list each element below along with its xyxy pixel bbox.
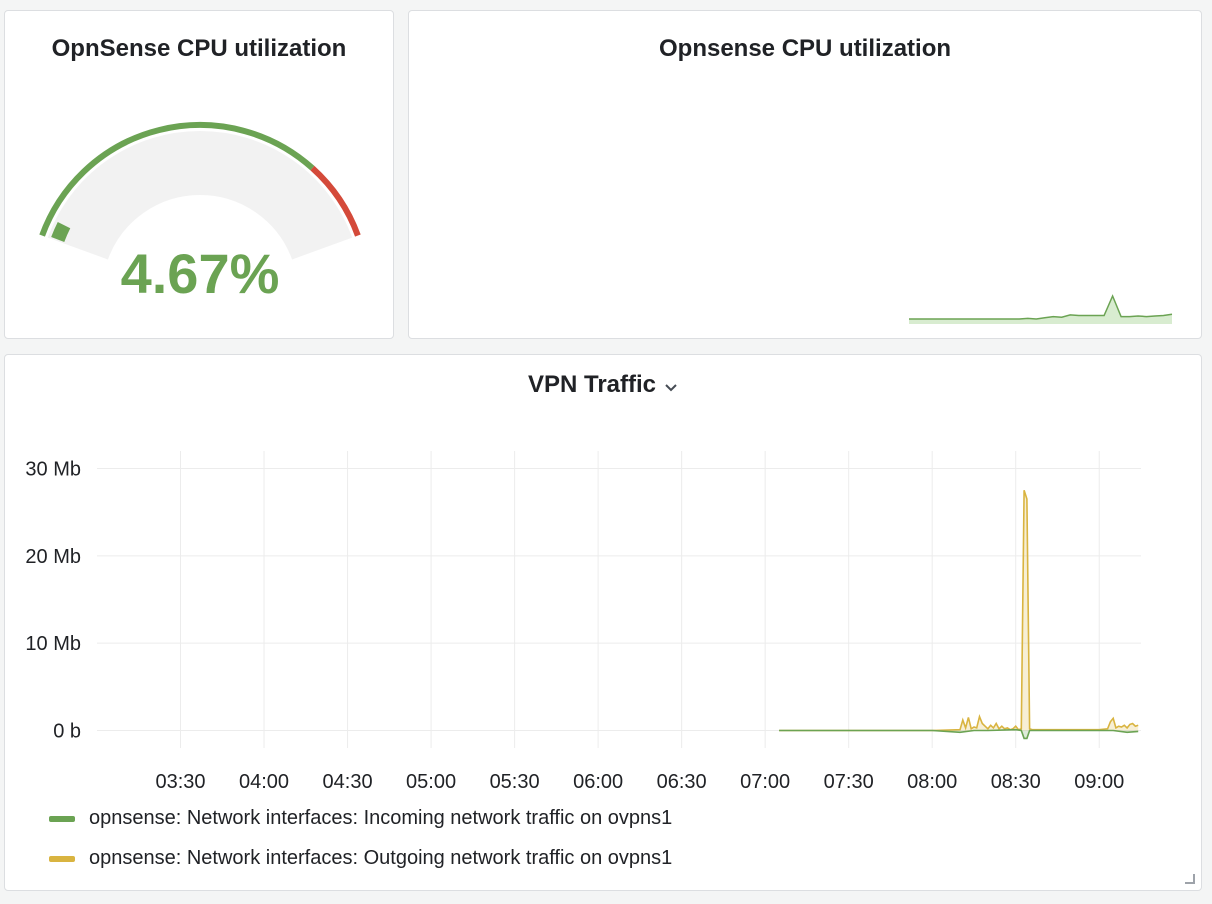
y-tick-label: 30 Mb bbox=[25, 458, 81, 480]
legend-item-incoming[interactable]: opnsense: Network interfaces: Incoming n… bbox=[49, 807, 672, 830]
legend-label-outgoing: opnsense: Network interfaces: Outgoing n… bbox=[89, 847, 673, 869]
legend-swatch-incoming bbox=[49, 815, 75, 822]
series-line-incoming bbox=[779, 728, 1139, 740]
gauge-panel-title: OpnSense CPU utilization bbox=[51, 35, 347, 62]
vpn-traffic-panel: VPN Traffic 0 b 10 Mb 20 Mb 30 Mb 03:30 04:00… bbox=[4, 354, 1202, 891]
gauge-value-text: 4.67% bbox=[121, 242, 280, 305]
y-tick-label: 0 b bbox=[53, 721, 81, 743]
y-tick-label: 10 Mb bbox=[25, 633, 81, 655]
vpn-panel-title: VPN Traffic bbox=[527, 371, 657, 398]
series-area-outgoing bbox=[779, 490, 1139, 731]
cpu-sparkline-panel: Opnsense CPU utilization bbox=[408, 10, 1202, 339]
gauge-threshold-ok bbox=[39, 122, 315, 237]
chevron-down-icon bbox=[664, 372, 678, 400]
cpu-sparkline bbox=[909, 294, 1173, 324]
x-tick-label: 04:00 bbox=[239, 771, 289, 793]
y-tick-label: 20 Mb bbox=[25, 546, 81, 568]
legend-item-outgoing[interactable]: opnsense: Network interfaces: Outgoing n… bbox=[49, 847, 672, 870]
x-tick-label: 03:30 bbox=[155, 771, 205, 793]
vpn-panel-title-menu[interactable]: VPN Traffic bbox=[5, 371, 1201, 400]
x-tick-label: 06:30 bbox=[657, 771, 707, 793]
gauge-value-bar bbox=[51, 221, 71, 243]
x-tick-label: 07:00 bbox=[740, 771, 790, 793]
x-tick-label: 04:30 bbox=[323, 771, 373, 793]
sparkline-line bbox=[909, 294, 1173, 320]
panel-resize-handle[interactable] bbox=[1185, 874, 1195, 884]
series-line-outgoing bbox=[779, 490, 1139, 732]
sparkline-panel-title: Opnsense CPU utilization bbox=[658, 35, 952, 62]
x-tick-label: 05:00 bbox=[406, 771, 456, 793]
cpu-gauge-panel: OpnSense CPU utilization 4.67% bbox=[4, 10, 394, 339]
x-tick-label: 08:00 bbox=[907, 771, 957, 793]
gauge-threshold-critical bbox=[310, 165, 361, 237]
legend-swatch-outgoing bbox=[49, 855, 75, 862]
x-tick-label: 05:30 bbox=[490, 771, 540, 793]
sparkline-area bbox=[909, 296, 1172, 324]
cpu-gauge: 4.67% bbox=[39, 122, 361, 305]
x-tick-label: 07:30 bbox=[824, 771, 874, 793]
legend-label-incoming: opnsense: Network interfaces: Incoming n… bbox=[89, 807, 673, 829]
x-tick-label: 06:00 bbox=[573, 771, 623, 793]
x-tick-label: 08:30 bbox=[991, 771, 1041, 793]
x-tick-label: 09:00 bbox=[1074, 771, 1124, 793]
gauge-track bbox=[47, 131, 353, 261]
vpn-traffic-chart: 0 b 10 Mb 20 Mb 30 Mb 03:30 04:00 04:30 05:00 05… bbox=[25, 451, 1141, 793]
